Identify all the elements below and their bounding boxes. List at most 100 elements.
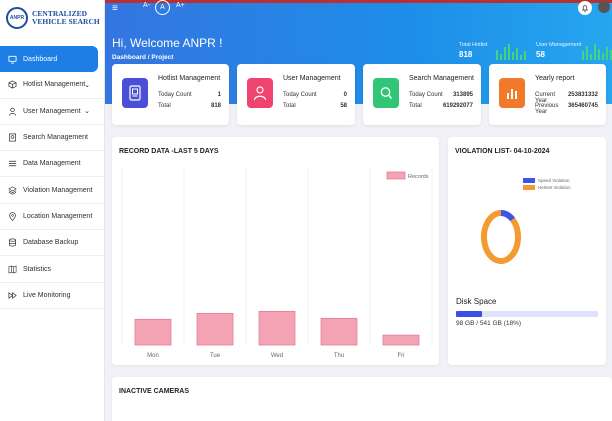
fast-forward-icon [8,291,17,299]
brand[interactable]: ANPR CENTRALIZED VEHICLE SEARCH [0,0,104,36]
user-total-count: 58 [340,103,347,109]
yearly-current-row: Current Year 253831332 [535,92,598,104]
row-label: Current Year [535,92,556,104]
x-tick-label: Fri [398,353,405,359]
user-icon [253,86,267,101]
user-total-row: Total 58 [283,103,347,109]
brand-logo: ANPR [6,7,28,29]
x-tick-label: Wed [271,353,283,359]
sidebar-item-label: Hotlist Management [23,81,86,89]
sidebar-item-location-management[interactable]: Location Management [0,204,104,231]
sidebar-item-live-monitoring[interactable]: Live Monitoring [0,283,104,309]
row-label: Total [409,103,422,109]
legend-label: Helmet Violation [538,185,571,190]
disk-space-progress [456,311,598,317]
search-today-count: 313895 [452,92,473,98]
legend-swatch[interactable] [386,171,406,180]
font-increase-button[interactable]: A+ [176,2,185,9]
search-today-row: Today Count 313895 [409,92,473,98]
database-icon [8,238,17,247]
record-data-panel: RECORD DATA -LAST 5 DAYS Mon Tue Wed Thu Fri… [112,137,439,365]
brand-title-line2: VEHICLE SEARCH [32,17,100,26]
donut-slice-speed[interactable] [500,210,516,222]
header-top-strip [105,0,612,3]
x-tick-label: Mon [147,353,159,359]
hotlist-card-icon-box [122,78,148,108]
records-bar-chart: Mon Tue Wed Thu Fri Records [121,167,433,359]
sidebar-item-search-management[interactable]: Search Management [0,125,104,152]
location-pin-icon [9,212,16,221]
yearly-card-icon-box [499,78,525,108]
user-card-icon-box [247,78,273,108]
yearly-card-title: Yearly report [535,75,575,82]
sidebar-item-label: User Management [23,107,81,115]
row-label: Today Count [158,92,192,98]
disk-space-text: 98 GB / 541 GB (18%) [456,320,522,327]
bar-thu[interactable] [320,317,358,346]
legend-label: Speed Violation [538,178,570,183]
row-label: Total [158,103,171,109]
total-hotlist-sparkline [496,44,526,60]
user-management-stat: User Management 58 [536,42,581,59]
sidebar-item-statistics[interactable]: Statistics [0,256,104,283]
violation-legend: Speed Violation Helmet Violation [523,178,571,190]
phone-list-icon [129,85,141,101]
brand-logo-text: ANPR [9,15,25,21]
violation-list-title: VIOLATION LIST- 04-10-2024 [455,148,550,155]
font-decrease-button[interactable]: A- [143,2,150,9]
layers-icon [8,186,17,195]
donut-slice-helmet[interactable] [481,210,521,264]
disk-space-progress-fill [456,311,482,317]
total-hotlist-label: Total Hotlist [459,42,488,48]
sidebar: ANPR CENTRALIZED VEHICLE SEARCH Dashboar… [0,0,105,421]
bar-tue[interactable] [196,312,234,346]
font-reset-button[interactable]: A [155,0,170,15]
total-hotlist-value: 818 [459,50,473,59]
search-card-title: Search Management [409,75,474,82]
search-management-card[interactable]: Search Management Today Count 313895 Tota… [363,64,481,125]
x-tick-label: Thu [334,353,344,359]
sidebar-item-database-backup[interactable]: Database Backup [0,230,104,257]
avatar[interactable] [598,1,610,13]
sidebar-item-label: Search Management [23,134,88,142]
menu-toggle-icon[interactable]: ≡ [112,3,118,14]
sidebar-menu: Dashboard Hotlist Management ⌄ User Mana… [0,46,104,309]
sidebar-item-label: Location Management [23,212,93,220]
yearly-previous-row: Previous Year 365460745 [535,103,598,115]
search-card-icon-box [373,78,399,108]
bar-wed[interactable] [258,310,296,346]
yearly-report-card[interactable]: Yearly report Current Year 253831332 Prev… [489,64,606,125]
bar-mon[interactable] [134,318,172,346]
legend-item-speed[interactable]: Speed Violation [523,178,571,183]
legend-item-helmet[interactable]: Helmet Violation [523,185,571,190]
cube-icon [8,80,17,89]
sidebar-item-violation-management[interactable]: Violation Management [0,177,104,204]
user-management-card[interactable]: User Management Today Count 0 Total 58 [237,64,355,125]
sidebar-item-user-management[interactable]: User Management ⌄ [0,99,104,125]
hotlist-card-title: Hotlist Management [158,75,221,82]
sidebar-item-hotlist-management[interactable]: Hotlist Management ⌄ [0,72,104,99]
user-today-row: Today Count 0 [283,92,347,98]
sidebar-item-dashboard[interactable]: Dashboard [0,46,98,73]
x-tick-label: Tue [210,353,221,359]
notification-bell-icon[interactable] [578,1,592,15]
bar-fri[interactable] [382,334,420,346]
sidebar-item-label: Live Monitoring [23,291,71,299]
record-data-title: RECORD DATA -LAST 5 DAYS [119,148,219,155]
sidebar-item-data-management[interactable]: Data Management [0,151,104,178]
total-hotlist-stat: Total Hotlist 818 [459,42,487,59]
search-total-row: Total 619292077 [409,103,473,109]
hotlist-today-count: 1 [217,92,221,98]
inactive-cameras-panel: INACTIVE CAMERAS [112,377,612,421]
bar-chart-icon [507,89,517,99]
brand-title-line1: CENTRALIZED [32,9,88,18]
sidebar-item-label: Dashboard [23,55,58,63]
yearly-current-value: 253831332 [567,92,598,98]
hotlist-management-card[interactable]: Hotlist Management Today Count 1 Total 818 [112,64,229,125]
breadcrumb: Dashboard / Project [112,54,174,61]
user-management-value: 58 [536,50,545,59]
hotlist-total-row: Total 818 [158,103,221,109]
inactive-cameras-title: INACTIVE CAMERAS [119,388,190,395]
hotlist-today-row: Today Count 1 [158,92,221,98]
yearly-previous-value: 365460745 [567,103,598,109]
